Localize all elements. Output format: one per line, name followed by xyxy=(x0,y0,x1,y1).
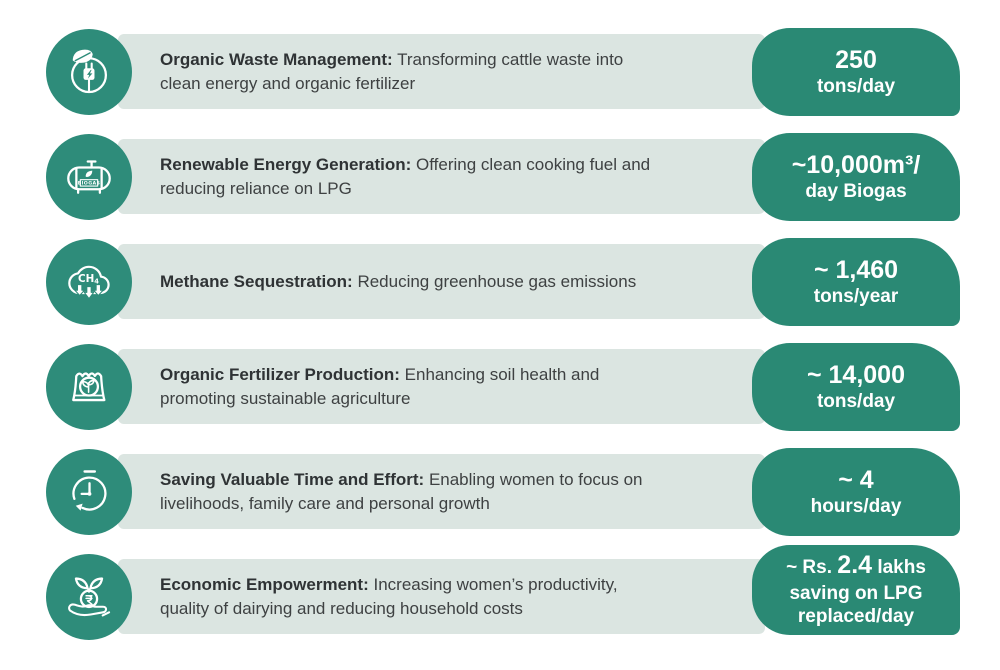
row-text: Methane Sequestration: Reducing greenhou… xyxy=(160,270,738,294)
stat-unit: hours/day xyxy=(810,495,902,517)
stat-suffix: lakhs xyxy=(872,557,926,578)
row-bar: Organic Waste Management: Transforming c… xyxy=(118,34,765,109)
row-text: Organic Fertilizer Production: Enhancing… xyxy=(160,363,738,411)
stat-unit: saving on LPG xyxy=(789,583,923,604)
impact-row-renewable-energy: Renewable Energy Generation: Offering cl… xyxy=(0,133,1000,221)
row-title: Saving Valuable Time and Effort: xyxy=(160,469,425,489)
row-text: Renewable Energy Generation: Offering cl… xyxy=(160,153,738,201)
icon-circle xyxy=(46,554,132,640)
biogas-label: BIOGAS xyxy=(78,181,101,187)
impact-row-organic-waste: Organic Waste Management: Transforming c… xyxy=(0,28,1000,116)
time-saving-clock-icon xyxy=(72,470,107,511)
methane-cloud-icon: CH4 xyxy=(60,253,118,300)
icon-circle: BIOGAS xyxy=(46,134,132,220)
row-bar: Renewable Energy Generation: Offering cl… xyxy=(118,139,765,214)
rupee-plant-hand-icon xyxy=(68,577,111,617)
icon-circle xyxy=(46,344,132,430)
row-description: Reducing greenhouse gas emissions xyxy=(357,271,637,291)
stat-unit: day Biogas xyxy=(805,180,907,202)
row-description: Enabling women to focus on livelihoods, … xyxy=(160,469,643,513)
stat-unit: tons/year xyxy=(813,285,899,307)
fertilizer-bag-icon xyxy=(72,372,106,402)
stat-badge: ~10,000m³/ day Biogas xyxy=(752,133,960,221)
stat-badge: ~ Rs. 2.4 lakhs saving on LPG replaced/d… xyxy=(752,545,960,635)
row-bar: Saving Valuable Time and Effort: Enablin… xyxy=(118,454,765,529)
row-title: Renewable Energy Generation: xyxy=(160,154,412,174)
row-description: Offering clean cooking fuel and reducing… xyxy=(160,154,651,198)
row-title: Economic Empowerment: xyxy=(160,574,369,594)
row-title: Organic Waste Management: xyxy=(160,49,393,69)
row-bar: Economic Empowerment: Increasing women’s… xyxy=(118,559,765,634)
row-description: Increasing women’s productivity, quality… xyxy=(160,574,618,618)
stat-unit2: replaced/day xyxy=(797,606,915,627)
stat-badge: ~ 4 hours/day xyxy=(752,448,960,536)
stat-unit: tons/day xyxy=(816,390,896,412)
row-description: Transforming cattle waste into clean ene… xyxy=(160,49,624,93)
stat-value: ~ 1,460 xyxy=(813,255,899,284)
stat-value: ~ 4 xyxy=(838,465,874,494)
ch4-label: CH4 xyxy=(78,273,99,285)
stat-badge: ~ 1,460 tons/year xyxy=(752,238,960,326)
impact-row-fertilizer: Organic Fertilizer Production: Enhancing… xyxy=(0,343,1000,431)
row-description: Enhancing soil health and promoting sust… xyxy=(160,364,600,408)
impact-row-time-saving: Saving Valuable Time and Effort: Enablin… xyxy=(0,448,1000,536)
icon-circle xyxy=(46,449,132,535)
impact-row-methane: Methane Sequestration: Reducing greenhou… xyxy=(0,238,1000,326)
stat-badge: ~ 14,000 tons/day xyxy=(752,343,960,431)
stat-value-line: ~ Rs. 2.4 lakhs xyxy=(786,552,926,582)
icon-circle xyxy=(46,29,132,115)
row-text: Economic Empowerment: Increasing women’s… xyxy=(160,573,738,621)
row-title: Methane Sequestration: xyxy=(160,271,353,291)
impact-row-economic: Economic Empowerment: Increasing women’s… xyxy=(0,545,1000,640)
stat-prefix: ~ Rs. xyxy=(786,557,838,578)
stat-value: ~10,000m³/ xyxy=(791,150,921,179)
row-text: Saving Valuable Time and Effort: Enablin… xyxy=(160,468,738,516)
row-bar: Organic Fertilizer Production: Enhancing… xyxy=(118,349,765,424)
row-title: Organic Fertilizer Production: xyxy=(160,364,400,384)
row-bar: Methane Sequestration: Reducing greenhou… xyxy=(118,244,765,319)
stat-value: 250 xyxy=(835,45,877,74)
biogas-tank-icon: BIOGAS xyxy=(67,160,111,194)
leaf-plug-icon xyxy=(70,49,108,94)
stat-value: 2.4 xyxy=(837,551,873,579)
stat-badge: 250 tons/day xyxy=(752,28,960,116)
row-text: Organic Waste Management: Transforming c… xyxy=(160,48,738,96)
stat-value: ~ 14,000 xyxy=(806,360,905,389)
stat-unit: tons/day xyxy=(816,75,896,97)
icon-circle: CH4 xyxy=(46,239,132,325)
